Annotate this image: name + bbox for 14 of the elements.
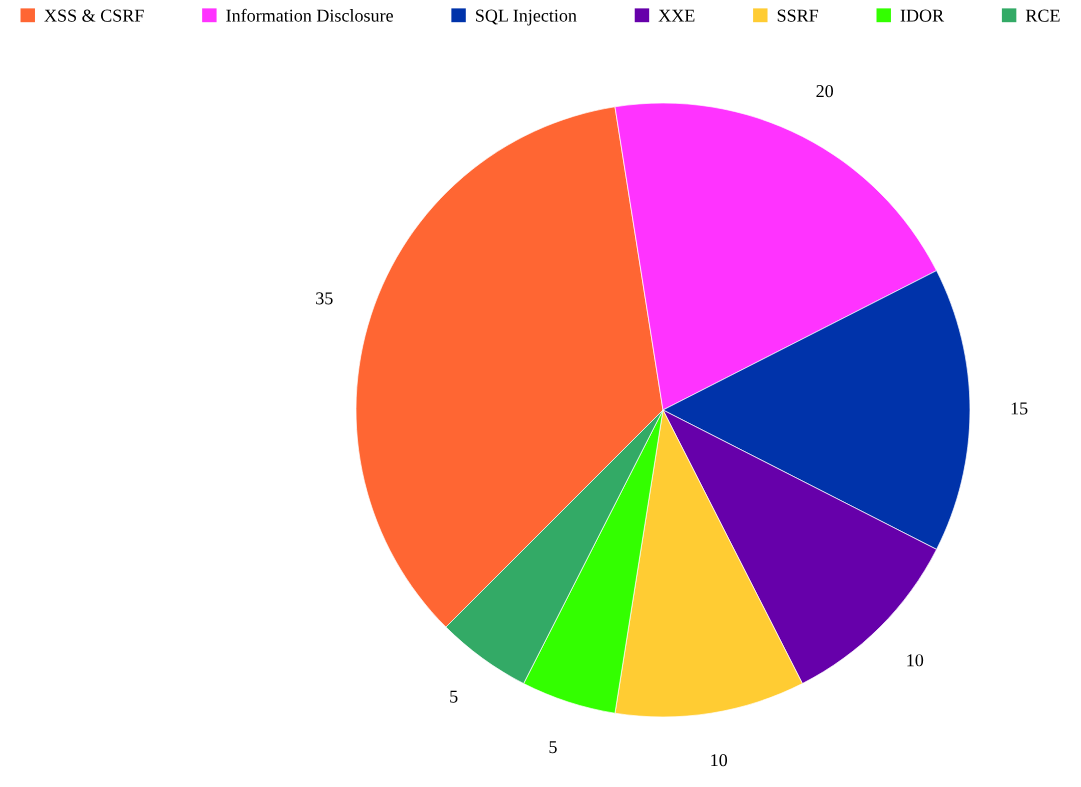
data-label: 10 [711,754,728,767]
legend-label: SQL Injection [476,9,577,26]
data-label: 15 [1011,402,1028,415]
data-label: 10 [907,654,924,667]
legend-label: IDOR [900,9,945,22]
data-label: 5 [549,741,557,754]
data-label: 5 [450,690,458,703]
legend-label: XXE [658,9,695,22]
data-label: 35 [316,292,333,305]
legend-label: XSS & CSRF [44,9,144,22]
legend-label: SSRF [777,9,819,22]
legend-label: Information Disclosure [226,8,393,22]
legend-label: RCE [1025,9,1060,22]
data-label: 20 [816,85,834,98]
